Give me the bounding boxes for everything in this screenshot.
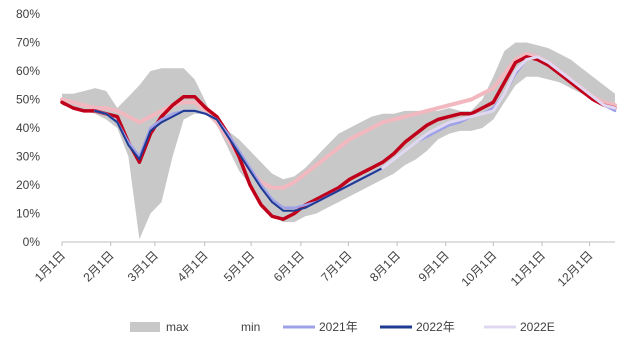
x-tick-label: 4月1日 [174,248,210,284]
x-tick-label: 8月1日 [367,248,403,284]
x-tick-label: 12月1日 [555,248,596,289]
x-tick-label: 10月1日 [458,248,499,289]
y-axis-ticks: 0% 10% 20% 30% 40% 50% 60% 70% 80% [16,7,40,249]
range-band [62,42,615,240]
legend: max min 2021年 2022年 2022E [130,320,555,334]
x-tick-label: 1月1日 [32,248,68,284]
y-tick-label: 60% [16,64,40,78]
y-tick-label: 70% [16,36,40,50]
legend-label: 2022年 [416,320,455,334]
x-tick-label: 3月1日 [125,248,161,284]
x-tick-label: 6月1日 [271,248,307,284]
legend-swatch [204,321,236,333]
y-tick-label: 20% [16,178,40,192]
series-lines [60,51,617,221]
y-tick-label: 0% [23,235,41,249]
legend-swatch [130,322,160,332]
x-tick-label: 7月1日 [318,248,354,284]
y-tick-label: 10% [16,207,40,221]
y-tick-label: 50% [16,93,40,107]
max-min-band [62,42,615,240]
x-axis-ticks: 1月1日 2月1日 3月1日 4月1日 5月1日 6月1日 7月1日 8月1日 9月1日 10月1… [32,242,596,289]
legend-item-2022-: 2022年 [380,320,455,334]
legend-item-2022e: 2022E [484,320,555,334]
y-tick-label: 80% [16,7,40,21]
x-tick-label: 9月1日 [416,248,452,284]
legend-item-max: max [130,320,189,334]
series-line-2022- [94,109,384,212]
series-line-2022e [381,55,617,170]
legend-label: max [166,320,189,334]
legend-label: 2021年 [319,320,358,334]
y-tick-label: 40% [16,121,40,135]
x-tick-label: 11月1日 [508,248,548,288]
legend-label: min [241,320,260,334]
x-tick-label: 2月1日 [80,248,116,284]
series-line-unlabeled-f2b8c0 [60,51,617,190]
legend-item-min: min [204,320,260,334]
y-tick-label: 30% [16,150,40,164]
legend-item-2021-: 2021年 [283,320,358,334]
x-tick-label: 5月1日 [221,248,257,284]
legend-label: 2022E [520,320,555,334]
